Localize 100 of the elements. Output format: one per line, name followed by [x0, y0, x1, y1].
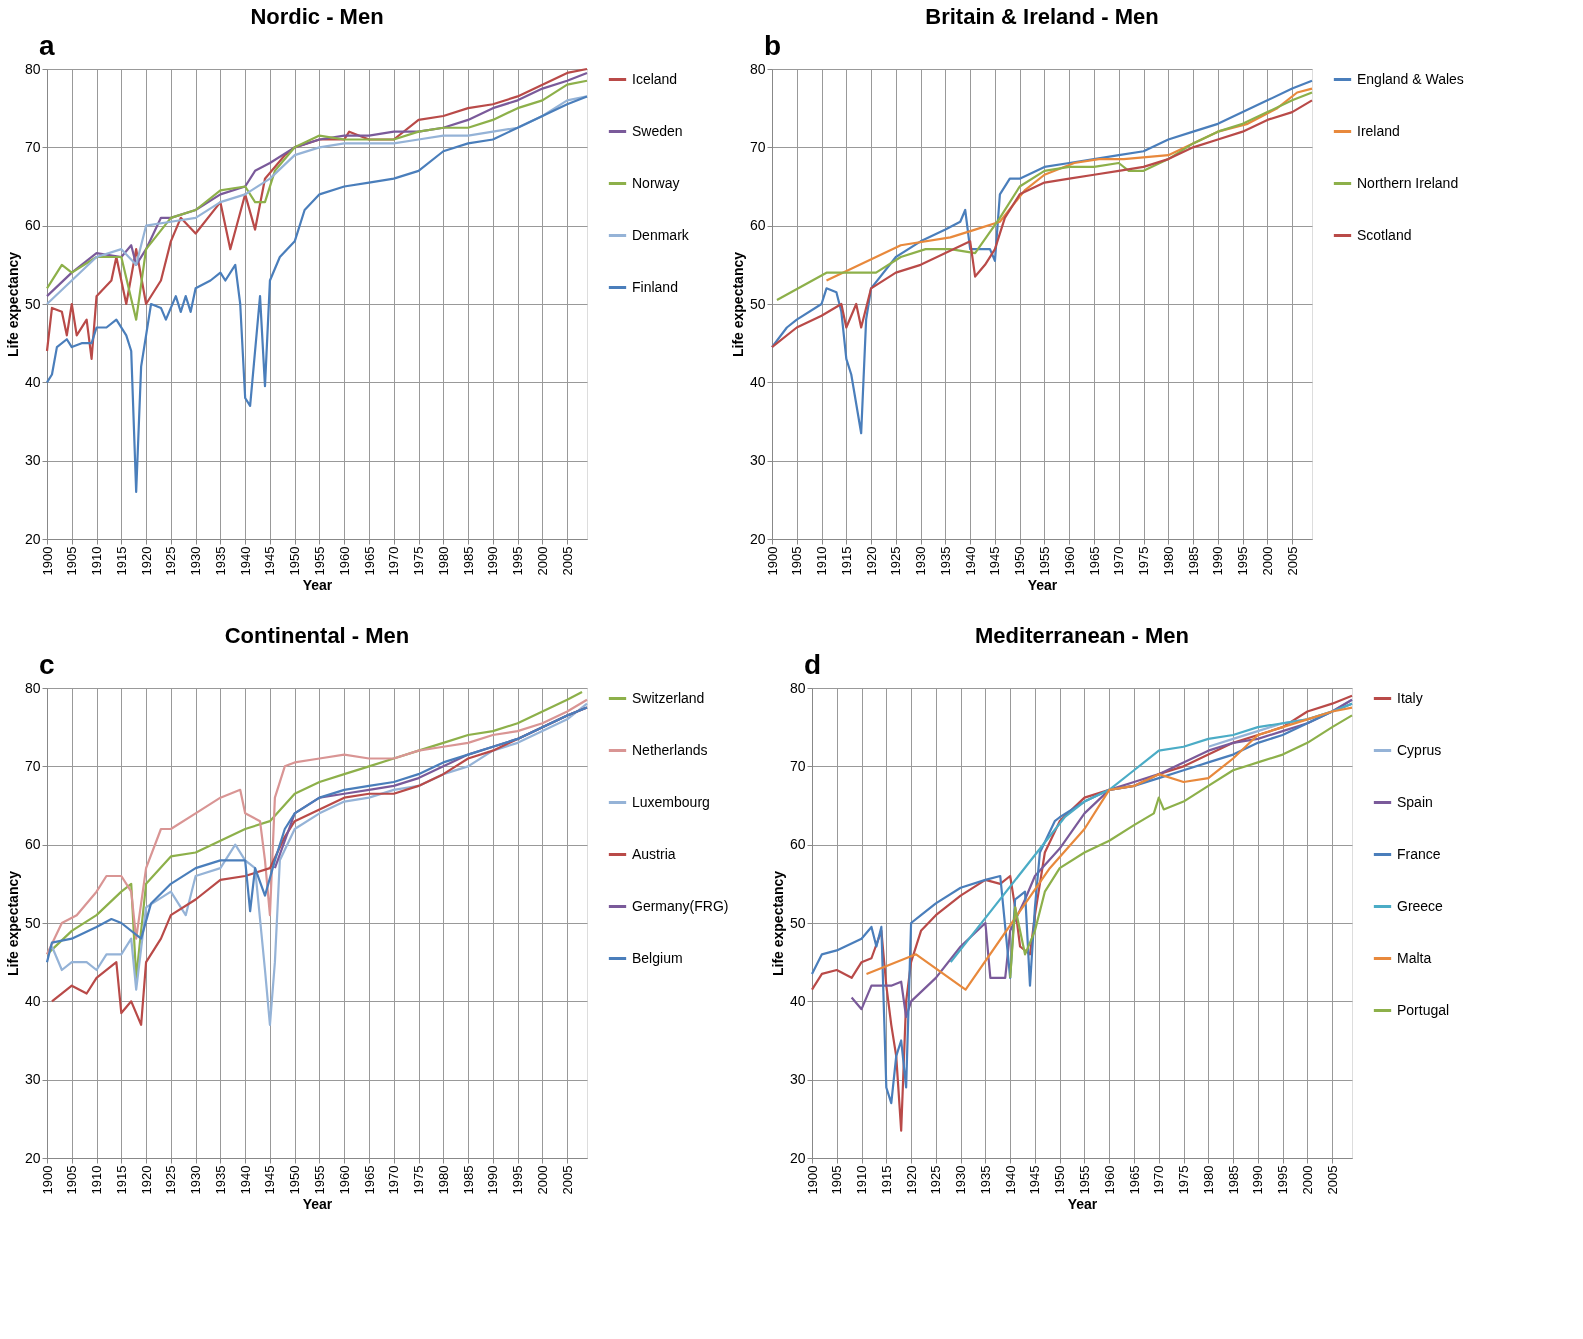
- x-tick-label: 1915: [113, 546, 129, 576]
- legend-label: Iceland: [632, 70, 678, 87]
- x-tick-label: 1985: [460, 546, 476, 576]
- x-tick-label: 1975: [411, 1165, 427, 1195]
- x-tick-label: 1990: [485, 546, 501, 576]
- x-tick-label: 1925: [163, 546, 179, 576]
- y-tick-label: 70: [24, 138, 41, 155]
- x-tick-label: 1960: [1101, 1165, 1117, 1195]
- x-tick-label: 1975: [1176, 1165, 1192, 1195]
- x-tick-label: 1955: [1076, 1165, 1092, 1195]
- legend-label: Portugal: [1397, 1001, 1450, 1018]
- x-tick-label: 1945: [1027, 1165, 1043, 1195]
- legend-label: France: [1397, 845, 1441, 862]
- y-tick-label: 80: [749, 60, 766, 77]
- legend-label: Cyprus: [1397, 741, 1442, 758]
- y-axis-title: Life expectancy: [769, 870, 786, 977]
- legend-label: Ireland: [1357, 122, 1400, 139]
- x-tick-label: 1990: [1250, 1165, 1266, 1195]
- legend-label: Spain: [1397, 793, 1433, 810]
- x-tick-label: 1925: [163, 1165, 179, 1195]
- y-tick-label: 80: [24, 679, 41, 696]
- text: d: [804, 649, 822, 680]
- x-tick-label: 1925: [928, 1165, 944, 1195]
- x-tick-label: 1950: [287, 546, 303, 576]
- x-tick-label: 2005: [1284, 546, 1300, 576]
- chart-title: Mediterranean - Men: [975, 623, 1189, 648]
- x-tick-label: 1930: [188, 1165, 204, 1195]
- x-tick-label: 1950: [1052, 1165, 1068, 1195]
- x-tick-label: 1915: [838, 546, 854, 576]
- legend-label: Greece: [1397, 897, 1444, 914]
- x-tick-label: 2005: [1324, 1165, 1340, 1195]
- x-tick-label: 1970: [386, 546, 402, 576]
- x-tick-label: 2000: [1259, 546, 1275, 576]
- x-tick-label: 1915: [878, 1165, 894, 1195]
- x-tick-label: 1980: [1160, 546, 1176, 576]
- y-tick-label: 30: [24, 1071, 41, 1088]
- y-tick-label: 20: [24, 1149, 41, 1166]
- x-tick-label: 1975: [411, 546, 427, 576]
- x-tick-label: 1910: [854, 1165, 870, 1195]
- x-tick-label: 1955: [1036, 546, 1052, 576]
- x-tick-label: 1945: [262, 546, 278, 576]
- x-tick-label: 1985: [1185, 546, 1201, 576]
- x-tick-label: 1900: [39, 546, 55, 576]
- x-tick-label: 1930: [953, 1165, 969, 1195]
- x-tick-label: 1905: [64, 1165, 80, 1195]
- line-series: [770, 79, 1314, 435]
- chart-title: Nordic - Men: [250, 4, 384, 29]
- x-tick-label: 1965: [1086, 546, 1102, 576]
- y-tick-label: 70: [749, 138, 766, 155]
- x-tick-label: 2005: [559, 546, 575, 576]
- legend-label: Germany(FRG): [632, 897, 729, 914]
- x-tick-label: 1980: [435, 546, 451, 576]
- x-axis-title: Year: [1027, 577, 1058, 594]
- x-tick-label: 1945: [987, 546, 1003, 576]
- x-tick-label: 1940: [1002, 1165, 1018, 1195]
- line-series: [770, 99, 1314, 349]
- y-tick-label: 20: [24, 530, 41, 547]
- x-tick-label: 1980: [435, 1165, 451, 1195]
- x-tick-label: 1970: [1111, 546, 1127, 576]
- legend-label: Switzerland: [632, 689, 705, 706]
- legend-label: Malta: [1397, 949, 1432, 966]
- y-tick-label: 50: [24, 295, 41, 312]
- chart-title: Continental - Men: [224, 623, 410, 648]
- x-tick-label: 1935: [212, 546, 228, 576]
- x-tick-label: 1950: [287, 1165, 303, 1195]
- line-series: [1009, 714, 1354, 979]
- text: c: [39, 649, 55, 680]
- y-tick-label: 50: [789, 914, 806, 931]
- y-tick-label: 80: [789, 679, 806, 696]
- y-tick-label: 40: [24, 373, 41, 390]
- x-axis-title: Year: [302, 577, 333, 594]
- y-tick-label: 30: [24, 452, 41, 469]
- x-tick-label: 1925: [888, 546, 904, 576]
- line-series: [45, 67, 589, 360]
- x-tick-label: 2000: [1299, 1165, 1315, 1195]
- chart-title: Britain & Ireland - Men: [925, 4, 1159, 29]
- y-tick-label: 60: [789, 836, 806, 853]
- y-tick-label: 60: [24, 217, 41, 234]
- x-tick-label: 1920: [863, 546, 879, 576]
- x-tick-label: 2000: [534, 1165, 550, 1195]
- x-axis-title: Year: [1067, 1196, 1098, 1213]
- legend-label: England & Wales: [1357, 70, 1464, 87]
- x-tick-label: 1960: [1061, 546, 1077, 576]
- x-tick-label: 1900: [764, 546, 780, 576]
- x-tick-label: 1930: [188, 546, 204, 576]
- x-tick-label: 1920: [138, 546, 154, 576]
- y-tick-label: 50: [24, 914, 41, 931]
- x-tick-label: 1985: [1225, 1165, 1241, 1195]
- x-tick-label: 1905: [789, 546, 805, 576]
- y-tick-label: 80: [24, 60, 41, 77]
- x-tick-label: 2005: [559, 1165, 575, 1195]
- y-tick-label: 40: [789, 992, 806, 1009]
- legend-label: Austria: [632, 845, 676, 862]
- x-tick-label: 1910: [89, 546, 105, 576]
- x-tick-label: 1965: [361, 1165, 377, 1195]
- x-tick-label: 1955: [311, 546, 327, 576]
- x-tick-label: 1955: [311, 1165, 327, 1195]
- legend-label: Sweden: [632, 122, 683, 139]
- y-tick-label: 20: [749, 530, 766, 547]
- x-tick-label: 1905: [829, 1165, 845, 1195]
